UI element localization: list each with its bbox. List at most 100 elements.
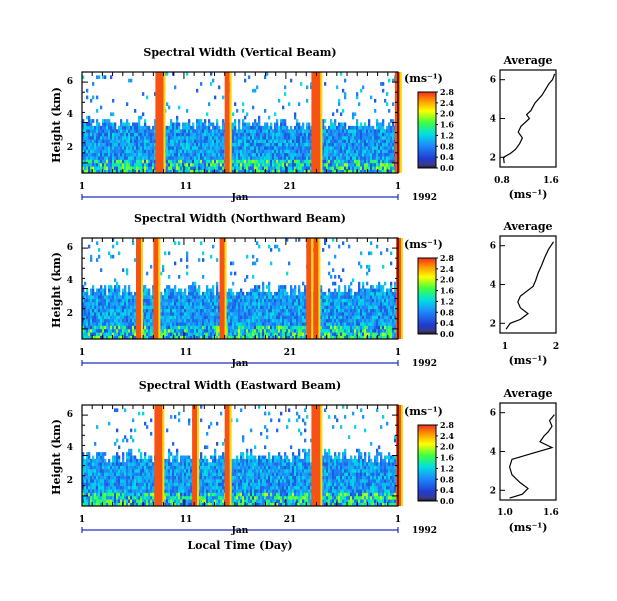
- heatmap-cell: [380, 152, 383, 157]
- heatmap-cell: [140, 132, 143, 137]
- heatmap-cell: [100, 169, 103, 174]
- heatmap-cell: [172, 335, 175, 340]
- heatmap-cell: [328, 322, 331, 326]
- heatmap-cell: [330, 146, 333, 150]
- heatmap-cell: [200, 322, 203, 326]
- heatmap-cell: [244, 162, 247, 167]
- heatmap-cell: [362, 301, 365, 306]
- heatmap-cell: [232, 152, 235, 157]
- heatmap-cell: [304, 328, 307, 333]
- heatmap-cell: [378, 139, 381, 143]
- heatmap-cell: [268, 318, 271, 323]
- heatmap-cell: [354, 291, 357, 296]
- heatmap-cell: [222, 166, 225, 170]
- heatmap-cell: [260, 298, 263, 303]
- heatmap-cell: [378, 129, 381, 133]
- heatmap-cell: [250, 288, 253, 293]
- heatmap-cell: [310, 156, 313, 160]
- heatmap-cell: [362, 295, 365, 299]
- heatmap-cell: [338, 244, 341, 249]
- heatmap-cell: [250, 135, 253, 140]
- heatmap-cell: [310, 146, 313, 150]
- heatmap-cell: [268, 152, 271, 157]
- heatmap-cell: [356, 125, 359, 130]
- heatmap-cell: [86, 159, 89, 164]
- heatmap-cell: [94, 325, 97, 330]
- heatmap-cell: [214, 318, 217, 323]
- heatmap-cell: [300, 312, 303, 316]
- heatmap-cell: [150, 312, 153, 316]
- heatmap-cell: [214, 95, 217, 100]
- heatmap-cell: [142, 156, 145, 160]
- heatmap-cell: [258, 285, 261, 289]
- heatmap-cell: [260, 142, 263, 147]
- heatmap-cell: [256, 146, 259, 150]
- heatmap-cell: [198, 166, 201, 170]
- heatmap-cell: [206, 332, 209, 336]
- heatmap-cell: [302, 152, 305, 157]
- heatmap-cell: [370, 159, 373, 164]
- heatmap-cell: [128, 332, 131, 336]
- heatmap-cell: [366, 322, 369, 326]
- heatmap-cell: [334, 335, 337, 340]
- heatmap-cell: [236, 132, 239, 137]
- heatmap-cell: [84, 122, 87, 127]
- heatmap-cell: [232, 298, 235, 303]
- heatmap-cell: [162, 318, 165, 323]
- heatmap-cell: [270, 305, 273, 309]
- heatmap-cell: [108, 132, 111, 137]
- heatmap-cell: [280, 152, 283, 157]
- heatmap-cell: [152, 159, 155, 164]
- heatmap-cell: [114, 278, 117, 283]
- heatmap-cell: [126, 335, 129, 340]
- heatmap-cell: [182, 142, 185, 147]
- heatmap-cell: [114, 162, 117, 167]
- heatmap-cell: [354, 139, 357, 143]
- heatmap-cell: [320, 312, 323, 316]
- heatmap-cell: [362, 129, 365, 133]
- heatmap-cell: [84, 335, 87, 340]
- heatmap-cell: [282, 322, 285, 326]
- heatmap-cell: [226, 295, 229, 299]
- heatmap-cell: [266, 159, 269, 164]
- heatmap-cell: [276, 295, 279, 299]
- heatmap-cell: [376, 125, 379, 130]
- heatmap-cell: [186, 166, 189, 170]
- heatmap-cell: [322, 305, 325, 309]
- heatmap-cell: [206, 295, 209, 299]
- heatmap-cell: [358, 291, 361, 296]
- heatmap-cell: [216, 288, 219, 293]
- heatmap-cell: [286, 322, 289, 326]
- heatmap-cell: [170, 152, 173, 157]
- heatmap-cell: [216, 298, 219, 303]
- heatmap-cell: [124, 301, 127, 306]
- heatmap-cell: [372, 335, 375, 340]
- heatmap-cell: [196, 156, 199, 160]
- heatmap-cell: [302, 308, 305, 313]
- heatmap-cell: [272, 159, 275, 164]
- heatmap-cell: [208, 149, 211, 154]
- heatmap-cell: [114, 156, 117, 160]
- heatmap-cell: [344, 288, 347, 293]
- heatmap-cell: [350, 295, 353, 299]
- heatmap-cell: [188, 135, 191, 140]
- heatmap-cell: [298, 325, 301, 330]
- heatmap-cell: [344, 132, 347, 137]
- heatmap-cell: [322, 132, 325, 137]
- heatmap-cell: [338, 305, 341, 309]
- heatmap-cell: [342, 166, 345, 170]
- heatmap-cell: [242, 328, 245, 333]
- heatmap-cell: [392, 149, 395, 154]
- heatmap-cell: [252, 152, 255, 157]
- heatmap-cell: [184, 332, 187, 336]
- heatmap-cell: [92, 285, 95, 289]
- heatmap-cell: [128, 335, 131, 340]
- heatmap-cell: [202, 162, 205, 167]
- heatmap-cell: [280, 135, 283, 140]
- heatmap-cell: [238, 298, 241, 303]
- heatmap-cell: [340, 312, 343, 316]
- heatmap-cell: [284, 129, 287, 133]
- heatmap-cell: [194, 312, 197, 316]
- heatmap-cell: [324, 146, 327, 150]
- heatmap-cell: [126, 322, 129, 326]
